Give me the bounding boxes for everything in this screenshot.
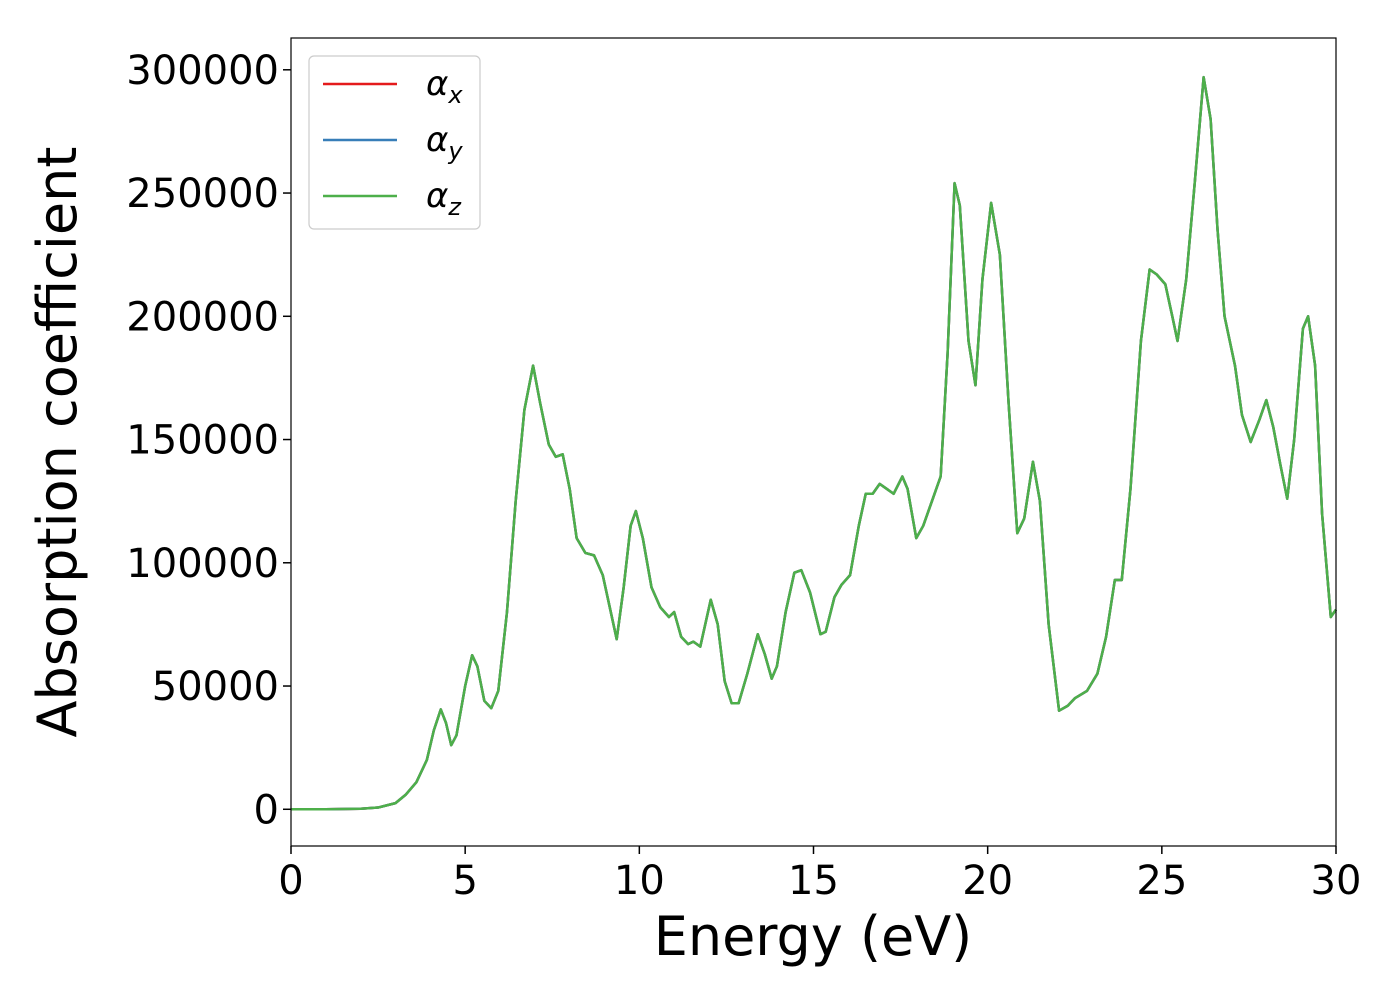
x-tick-label: 20 xyxy=(962,858,1013,904)
y-tick-label: 50000 xyxy=(152,664,279,710)
y-axis-label: Absorption coefficient xyxy=(26,147,89,738)
x-tick-label: 30 xyxy=(1311,858,1362,904)
legend-label: αx xyxy=(426,64,463,109)
legend-box xyxy=(308,55,481,230)
y-tick-label: 150000 xyxy=(126,418,279,464)
x-tick-label: 15 xyxy=(788,858,839,904)
legend-label: αz xyxy=(426,176,462,221)
x-tick-label: 0 xyxy=(278,858,303,904)
y-tick-label: 100000 xyxy=(126,541,279,587)
x-tick-label: 25 xyxy=(1136,858,1187,904)
legend-label: αy xyxy=(426,120,463,165)
y-tick-label: 0 xyxy=(254,787,279,833)
data-line xyxy=(291,75,1338,811)
x-tick-label: 5 xyxy=(452,858,477,904)
plot-frame xyxy=(290,37,1337,847)
y-tick-label: 200000 xyxy=(126,294,279,340)
x-tick-label: 10 xyxy=(614,858,665,904)
y-tick-label: 300000 xyxy=(126,48,279,94)
y-tick-label: 250000 xyxy=(126,171,279,217)
x-axis-label: Energy (eV) xyxy=(654,905,973,968)
